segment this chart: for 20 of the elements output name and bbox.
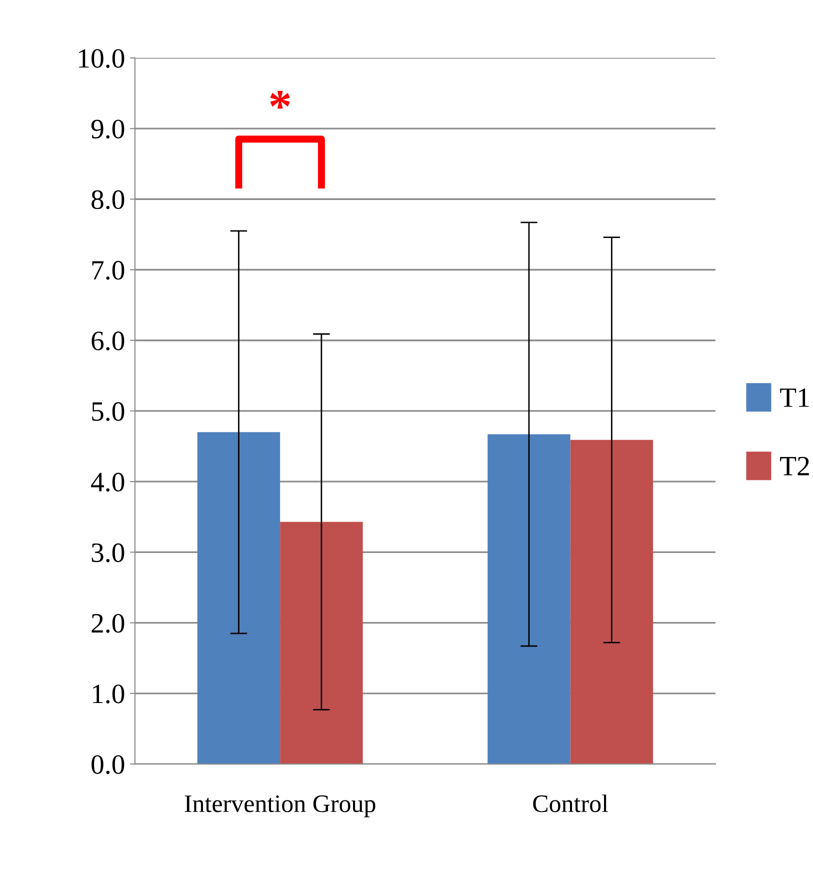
legend-label: T2: [780, 456, 809, 476]
y-tick-label: 8.0: [92, 190, 124, 210]
y-tick-label: 7.0: [92, 260, 124, 280]
x-tick-label: Control: [533, 794, 608, 812]
y-tick-label: 6.0: [92, 332, 124, 350]
y-tick-label: 4.0: [91, 472, 124, 492]
y-tick-label: 10.0: [79, 49, 124, 68]
annotation: *: [270, 90, 290, 109]
y-tick-label: 2.0: [92, 614, 124, 633]
bar: [488, 434, 570, 764]
y-tick-label: 3.0: [92, 543, 124, 562]
y-tick-label: 5.0: [92, 402, 124, 422]
y-tick-label: 9.0: [91, 120, 124, 139]
bar: [570, 440, 654, 764]
bar: [197, 432, 280, 764]
bar: [280, 522, 363, 764]
y-tick-label: 1.0: [92, 684, 124, 704]
x-tick-label: Intervention Group: [184, 795, 376, 818]
y-tick-label: 0.0: [92, 755, 124, 774]
legend-label: T1: [780, 388, 809, 407]
